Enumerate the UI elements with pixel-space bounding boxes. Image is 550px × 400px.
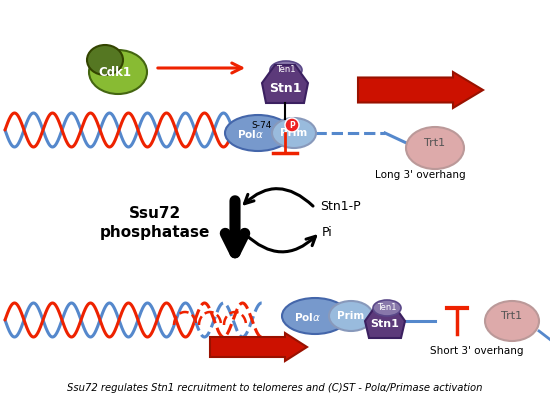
Polygon shape [365, 304, 405, 338]
Text: Pol$\alpha$: Pol$\alpha$ [294, 311, 321, 323]
FancyArrow shape [210, 333, 307, 361]
Text: S-74: S-74 [252, 120, 272, 130]
Circle shape [285, 118, 299, 132]
Text: Pi: Pi [322, 226, 333, 238]
Ellipse shape [272, 118, 316, 148]
Ellipse shape [406, 127, 464, 169]
Ellipse shape [87, 45, 123, 75]
Text: Ssu72
phosphatase: Ssu72 phosphatase [100, 206, 210, 240]
Ellipse shape [329, 301, 373, 331]
Text: Ten1: Ten1 [276, 66, 296, 74]
Text: Trt1: Trt1 [425, 138, 446, 148]
Ellipse shape [485, 301, 539, 341]
Ellipse shape [282, 298, 348, 334]
Ellipse shape [373, 300, 401, 316]
Text: Ssu72 regulates Stn1 recruitment to telomeres and (C)ST - Polα/Primase activatio: Ssu72 regulates Stn1 recruitment to telo… [67, 383, 483, 393]
Text: Long 3' overhang: Long 3' overhang [375, 170, 465, 180]
FancyArrow shape [358, 72, 483, 108]
Text: Pol$\alpha$: Pol$\alpha$ [236, 128, 263, 140]
Text: Prim: Prim [280, 128, 307, 138]
Ellipse shape [225, 115, 291, 151]
Text: Trt1: Trt1 [502, 311, 522, 321]
Text: Short 3' overhang: Short 3' overhang [430, 346, 524, 356]
Polygon shape [262, 65, 308, 103]
Ellipse shape [89, 50, 147, 94]
Text: Stn1: Stn1 [371, 319, 399, 329]
Ellipse shape [270, 61, 302, 79]
Text: Ten1: Ten1 [377, 304, 397, 312]
Text: Cdk1: Cdk1 [98, 66, 131, 80]
Text: P: P [289, 120, 295, 130]
Text: Stn1-P: Stn1-P [320, 200, 361, 214]
Text: Prim: Prim [337, 311, 365, 321]
Text: Stn1: Stn1 [269, 82, 301, 94]
